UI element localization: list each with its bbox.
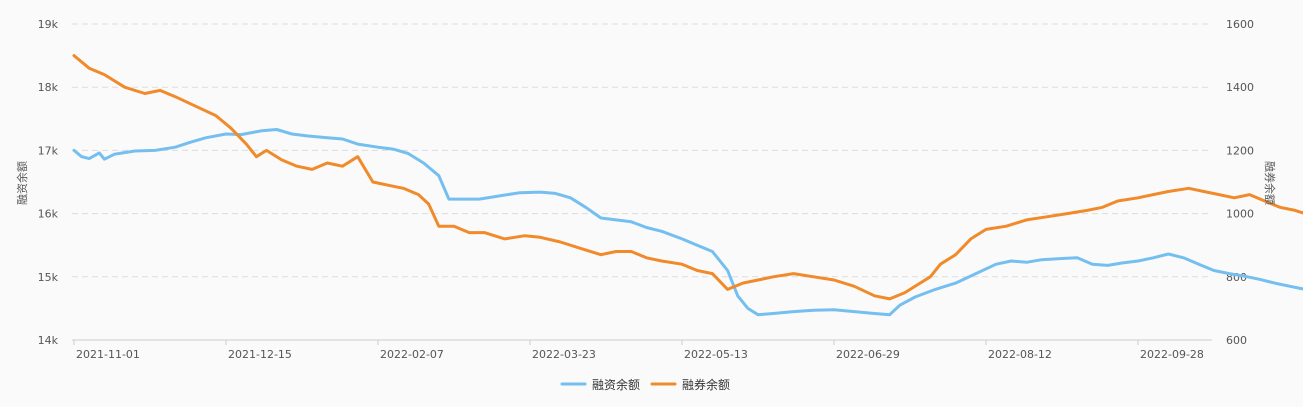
left-tick-label: 18k <box>38 81 59 94</box>
series-layer <box>72 54 1303 317</box>
legend[interactable]: 融资余额 融券余额 <box>560 377 730 392</box>
legend-item-securities[interactable]: 融券余额 <box>650 377 730 392</box>
legend-label-financing: 融资余额 <box>592 377 640 392</box>
x-tick-label: 2022-05-13 <box>684 348 748 361</box>
x-tick-label: 2022-09-28 <box>1140 348 1204 361</box>
right-tick-label: 1200 <box>1226 144 1254 157</box>
x-tick-label: 2021-11-01 <box>76 348 140 361</box>
right-tick-label: 600 <box>1226 334 1247 347</box>
left-axis-ticks: 14k 15k 16k 17k 18k 19k <box>38 18 59 347</box>
right-tick-label: 1600 <box>1226 18 1254 31</box>
left-tick-label: 17k <box>38 144 59 157</box>
x-tick-label: 2022-02-07 <box>380 348 444 361</box>
series-line-securities[interactable] <box>72 54 1303 301</box>
series-line-financing[interactable] <box>72 128 1303 317</box>
legend-item-financing[interactable]: 融资余额 <box>560 377 640 392</box>
legend-label-securities: 融券余额 <box>682 377 730 392</box>
x-tick-label: 2022-08-12 <box>988 348 1052 361</box>
left-tick-label: 19k <box>38 18 59 31</box>
left-tick-label: 14k <box>38 334 59 347</box>
right-tick-label: 1400 <box>1226 81 1254 94</box>
x-tick-label: 2022-06-29 <box>836 348 900 361</box>
x-tick-label: 2022-03-23 <box>532 348 596 361</box>
left-tick-label: 15k <box>38 271 59 284</box>
x-tick-label: 2021-12-15 <box>228 348 292 361</box>
left-axis-title: 融资余额 <box>15 161 29 205</box>
left-tick-label: 16k <box>38 208 59 221</box>
right-tick-label: 1000 <box>1226 208 1254 221</box>
right-axis-title: 融券余额 <box>1263 161 1277 205</box>
grid-lines <box>72 23 1212 341</box>
x-axis: 2021-11-01 2021-12-15 2022-02-07 2022-03-23… <box>72 339 1212 361</box>
